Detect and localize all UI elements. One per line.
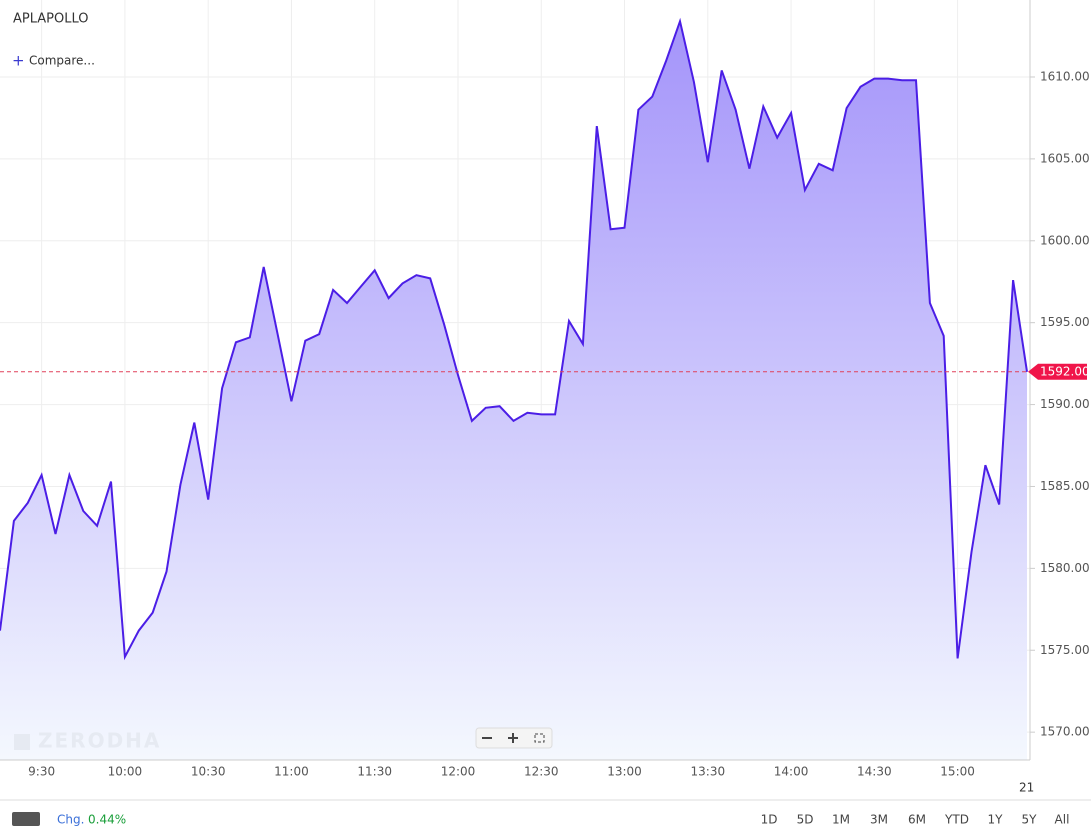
- x-tick-label: 10:30: [191, 765, 226, 779]
- y-tick-label: 1595.00: [1040, 315, 1090, 329]
- change-label: Chg.: [57, 813, 84, 827]
- x-tick-label: 12:00: [441, 765, 476, 779]
- range-button[interactable]: 1D: [761, 813, 778, 827]
- watermark-logo: [14, 734, 30, 750]
- y-tick-label: 1575.00: [1040, 643, 1090, 657]
- range-button[interactable]: 3M: [870, 813, 888, 827]
- compare-button[interactable]: Compare...: [29, 54, 95, 68]
- range-button[interactable]: 1Y: [988, 813, 1004, 827]
- x-tick-label: 10:00: [108, 765, 143, 779]
- x-tick-label: 12:30: [524, 765, 559, 779]
- range-button[interactable]: All: [1055, 813, 1070, 827]
- x-tick-label: 14:30: [857, 765, 892, 779]
- y-tick-label: 1585.00: [1040, 479, 1090, 493]
- date-label: 21: [1019, 781, 1034, 795]
- y-tick-label: 1570.00: [1040, 725, 1090, 739]
- compare-icon[interactable]: +: [12, 52, 25, 70]
- range-button[interactable]: 5Y: [1022, 813, 1038, 827]
- range-button[interactable]: YTD: [944, 813, 969, 827]
- chart-title: APLAPOLLO: [13, 12, 89, 27]
- x-tick-label: 15:00: [940, 765, 975, 779]
- area: [0, 21, 1027, 761]
- change-value: 0.44%: [88, 813, 126, 827]
- range-button[interactable]: 1M: [832, 813, 850, 827]
- line: [0, 17, 1028, 661]
- y-tick-label: 1600.00: [1040, 233, 1090, 247]
- x-tick-label: 14:00: [774, 765, 809, 779]
- watermark: ZERODHA: [38, 729, 161, 753]
- x-tick-label: 9:30: [28, 765, 55, 779]
- y-tick-label: 1590.00: [1040, 397, 1090, 411]
- range-button[interactable]: 5D: [797, 813, 814, 827]
- last-price-label: 1592.00: [1040, 364, 1090, 378]
- range-button[interactable]: 6M: [908, 813, 926, 827]
- y-tick-label: 1605.00: [1040, 151, 1090, 165]
- y-tick-label: 1580.00: [1040, 561, 1090, 575]
- y-tick-label: 1610.00: [1040, 69, 1090, 83]
- x-tick-label: 11:00: [274, 765, 309, 779]
- zoom-controls: [475, 727, 553, 749]
- fullscreen[interactable]: [534, 733, 545, 743]
- x-tick-label: 11:30: [357, 765, 392, 779]
- last-price-tag: [1028, 363, 1087, 380]
- x-tick-label: 13:30: [691, 765, 726, 779]
- x-tick-label: 13:00: [607, 765, 642, 779]
- keyboard-icon[interactable]: [12, 812, 40, 826]
